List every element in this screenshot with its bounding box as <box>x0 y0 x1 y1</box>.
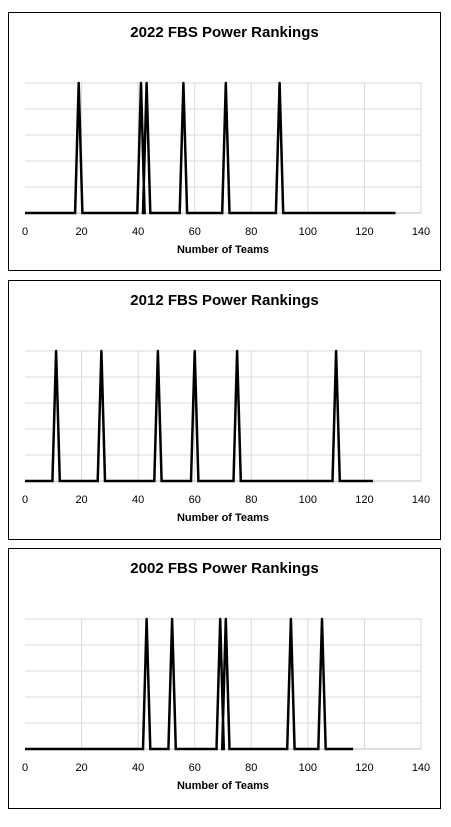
x-tick-label: 20 <box>75 494 87 506</box>
spike-point <box>156 349 160 353</box>
chart-svg: 2002 FBS Power Rankings 0 20 40 60 80 100 120 14… <box>22 560 430 792</box>
spike-point <box>278 81 281 85</box>
x-tick-label: 120 <box>355 762 373 774</box>
x-tick-label: 40 <box>132 226 144 238</box>
series-line <box>25 350 373 483</box>
spike-point <box>182 81 185 85</box>
x-tick-label: 20 <box>75 226 87 238</box>
chart-title: 2002 FBS Power Rankings <box>130 560 318 577</box>
chart-svg: 2022 FBS Power Rankings 0 20 40 60 80 100 120 14… <box>22 24 430 256</box>
x-tick-label: 140 <box>412 226 430 238</box>
spike-point <box>235 349 239 353</box>
x-tick-label: 40 <box>132 494 144 506</box>
x-tick-label: 0 <box>22 494 28 506</box>
x-tick-label: 80 <box>245 226 257 238</box>
x-tick-label: 60 <box>189 494 201 506</box>
x-axis-label: Number of Teams <box>177 244 269 256</box>
spike-point <box>193 349 196 353</box>
spike-point <box>320 617 324 621</box>
x-tick-label: 100 <box>299 226 317 238</box>
chart-panel-2012: 2012 FBS Power Rankings 0 20 40 60 80 100 120 14… <box>8 280 441 540</box>
x-tick-label: 100 <box>299 762 317 774</box>
chart-panel-2002: 2002 FBS Power Rankings 0 20 40 60 80 100 120 14… <box>8 548 441 809</box>
spike-point <box>224 617 228 621</box>
x-tick-label: 20 <box>75 762 87 774</box>
spike-point <box>54 349 58 353</box>
x-tick-label: 100 <box>299 494 317 506</box>
spike-point <box>100 349 103 353</box>
chart-svg: 2012 FBS Power Rankings 0 20 40 60 80 100 120 14… <box>22 292 430 524</box>
x-tick-label: 0 <box>22 226 28 238</box>
series-line <box>25 82 396 215</box>
x-tick-label: 80 <box>245 494 257 506</box>
spike-point <box>170 617 174 621</box>
spike-point <box>334 349 338 353</box>
spike-point <box>289 617 293 621</box>
grid <box>25 350 422 481</box>
spike-point <box>145 617 148 621</box>
x-tick-label: 60 <box>189 226 201 238</box>
x-tick-label: 80 <box>245 762 257 774</box>
spike-point <box>224 81 228 85</box>
spike-point <box>218 617 222 621</box>
x-axis-label: Number of Teams <box>177 512 269 524</box>
x-tick-label: 40 <box>132 762 144 774</box>
spike-point <box>77 81 80 85</box>
x-tick-label: 140 <box>412 494 430 506</box>
spike-point <box>145 81 148 85</box>
series-line <box>25 618 354 751</box>
x-axis-label: Number of Teams <box>177 780 269 792</box>
x-tick-label: 120 <box>355 226 373 238</box>
chart-title: 2022 FBS Power Rankings <box>130 24 318 41</box>
x-tick-label: 140 <box>412 762 430 774</box>
x-tick-label: 60 <box>189 762 201 774</box>
spike-point <box>139 81 143 85</box>
x-tick-label: 120 <box>355 494 373 506</box>
chart-title: 2012 FBS Power Rankings <box>130 292 318 309</box>
x-tick-label: 0 <box>22 762 28 774</box>
chart-panel-2022: 2022 FBS Power Rankings 0 20 40 60 80 100 120 14… <box>8 12 441 271</box>
